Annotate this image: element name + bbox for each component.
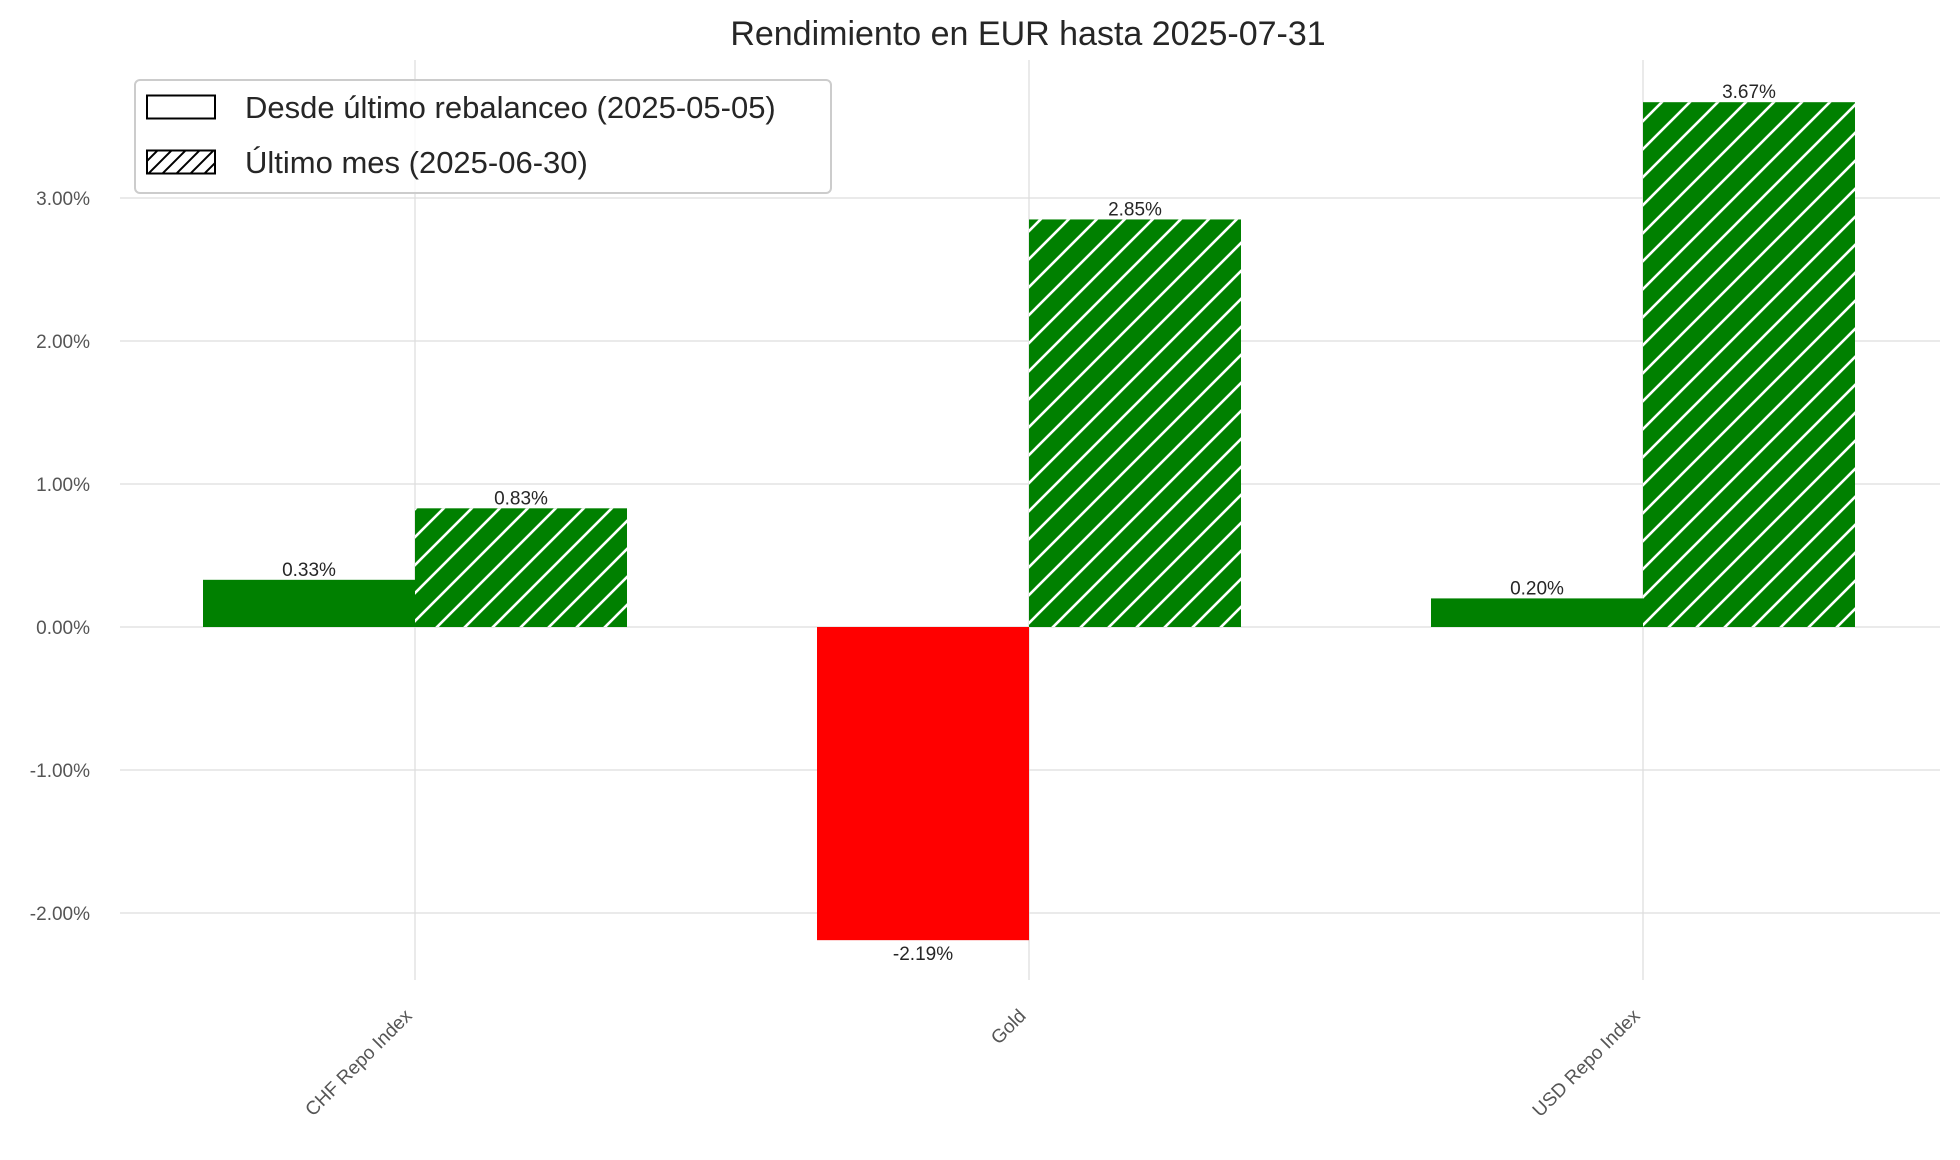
legend: Desde último rebalanceo (2025-05-05) Últi…	[134, 79, 832, 194]
y-tick-label: 2.00%	[36, 332, 90, 353]
y-tick-label: 0.00%	[36, 618, 90, 639]
bar-value-label: -2.19%	[893, 944, 953, 965]
bar-value-label: 0.83%	[494, 488, 548, 509]
bar-value-label: 2.85%	[1108, 199, 1162, 220]
bar-since-rebalance	[203, 579, 415, 627]
y-tick-label: -1.00%	[30, 761, 90, 782]
legend-label: Desde último rebalanceo (2025-05-05)	[245, 90, 776, 125]
chart-title: Rendimiento en EUR hasta 2025-07-31	[730, 15, 1325, 53]
bar-since-rebalance	[817, 627, 1029, 941]
legend-swatch	[146, 94, 216, 120]
bar-value-label: 0.20%	[1510, 578, 1564, 599]
x-tick-label: Gold	[987, 1006, 1030, 1049]
legend-frame	[134, 79, 832, 194]
y-tick-label: 3.00%	[36, 189, 90, 210]
legend-swatch-hatch	[146, 149, 216, 175]
x-tick-label: USD Repo Index	[1529, 1005, 1645, 1121]
bar-hatch-overlay	[415, 508, 627, 627]
y-tick-label: 1.00%	[36, 475, 90, 496]
bars-layer	[203, 102, 1855, 941]
x-tick-label: CHF Repo Index	[302, 1005, 417, 1120]
y-tick-label: -2.00%	[30, 904, 90, 925]
bar-hatch-overlay	[1643, 102, 1855, 627]
bar-value-label: 0.33%	[282, 560, 336, 581]
value-labels-layer: 0.33% -2.19% 0.20% 0.83% 2.85% 3.67%	[282, 82, 1776, 965]
bar-since-rebalance	[1431, 598, 1643, 627]
bar-value-label: 3.67%	[1722, 82, 1776, 103]
legend-label: Último mes (2025-06-30)	[245, 145, 588, 180]
bar-hatch-overlay	[1029, 219, 1241, 627]
